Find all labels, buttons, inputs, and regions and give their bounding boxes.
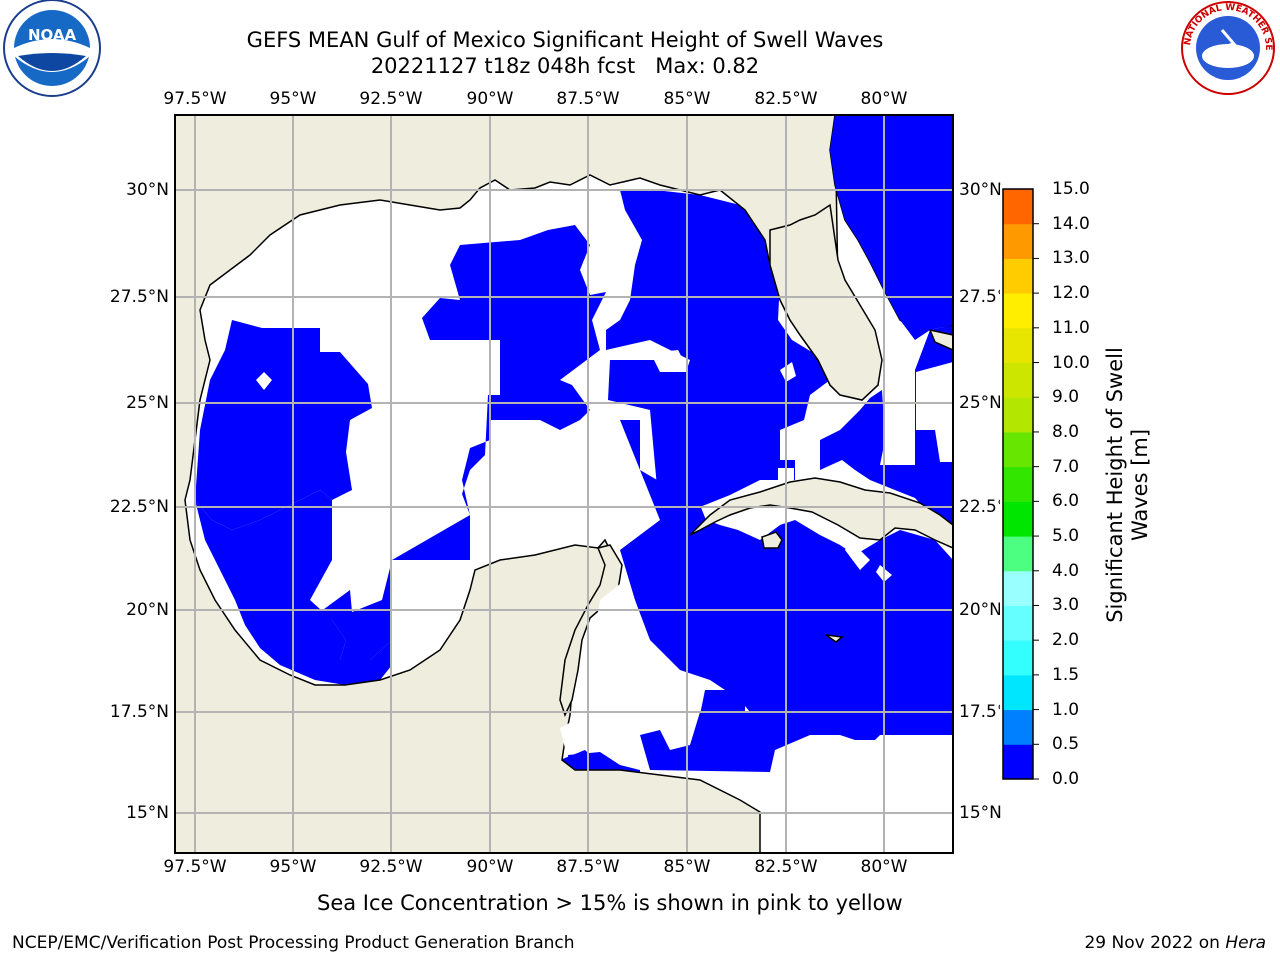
colorbar-segment [1003,397,1033,433]
colorbar-tick-label: 3.0 [1052,595,1080,616]
colorbar-segment [1003,570,1033,606]
lon-label-bottom: 90°W [466,857,514,877]
chart-subtitle: 20221127 t18z 048h fcst Max: 0.82 [370,54,760,78]
footer-date: 29 Nov 2022 on Hera [1084,933,1266,953]
lat-label-left: 30°N [126,180,169,200]
lon-label-top: 80°W [860,89,908,109]
lat-label-left: 20°N [126,600,169,620]
lon-label-bottom: 95°W [269,857,317,877]
colorbar-segment [1003,223,1033,259]
colorbar-segment [1003,466,1033,502]
colorbar-segment [1003,709,1033,745]
lon-label-bottom: 80°W [860,857,908,877]
lat-label-left: 25°N [126,393,169,413]
colorbar-tick-label: 11.0 [1052,317,1090,338]
colorbar-tick-label: 1.0 [1052,699,1080,720]
colorbar-tick-label: 5.0 [1052,526,1080,547]
footer-host: Hera [1225,933,1266,953]
nws-logo: NATIONAL WEATHER SERVICE [1178,0,1275,95]
colorbar-tick-label: 7.0 [1052,456,1080,477]
colorbar-tick-label: 0.0 [1052,769,1080,789]
colorbar-tick-label: 4.0 [1052,560,1080,581]
colorbar [1000,185,1040,785]
colorbar-title: Significant Height of Swell Waves [m] [1103,347,1153,623]
lon-label-top: 90°W [466,89,514,109]
lon-label-bottom: 87.5°W [556,857,620,877]
chart-title: GEFS MEAN Gulf of Mexico Significant Hei… [246,28,884,52]
lon-label-bottom: 85°W [663,857,711,877]
lon-label-top: 82.5°W [754,89,818,109]
colorbar-tick-label: 15.0 [1052,179,1090,199]
lat-label-right: 25°N [959,393,1002,413]
colorbar-tick-label: 14.0 [1052,213,1090,234]
colorbar-tick-label: 12.0 [1052,283,1090,304]
lat-label-left: 17.5°N [109,702,169,722]
colorbar-segment [1003,189,1033,225]
lon-label-bottom: 97.5°W [163,857,227,877]
colorbar-tick-label: 10.0 [1052,352,1090,373]
lon-label-top: 85°W [663,89,711,109]
lon-label-bottom: 92.5°W [359,857,423,877]
colorbar-tick-label: 2.0 [1052,630,1080,651]
lon-label-top: 87.5°W [556,89,620,109]
graticule [175,115,953,853]
noaa-logo-text: NOAA [28,26,77,44]
colorbar-segment [1003,293,1033,329]
lat-label-right: 15°N [959,803,1002,823]
colorbar-tick-label: 6.0 [1052,491,1080,512]
lat-label-left: 27.5°N [109,287,169,307]
lon-label-top: 92.5°W [359,89,423,109]
colorbar-title-line2: Waves [m] [1128,428,1152,542]
colorbar-segment [1003,327,1033,364]
lat-label-left: 15°N [126,803,169,823]
colorbar-tick-label: 13.0 [1052,248,1090,269]
noaa-logo: NOAA [3,0,101,97]
colorbar-segment [1003,640,1033,676]
land-areas [175,115,953,853]
map-frame [174,114,954,854]
colorbar-segment [1003,536,1033,572]
lat-label-right: 20°N [959,600,1002,620]
sea-pockets [560,580,700,752]
colorbar-segment [1003,501,1033,537]
sea-ice-note: Sea Ice Concentration > 15% is shown in … [317,891,903,915]
colorbar-segment [1003,362,1033,398]
colorbar-segment [1003,431,1033,468]
colorbar-tick-label: 9.0 [1052,387,1080,408]
lon-label-top: 97.5°W [163,89,227,109]
colorbar-title-line1: Significant Height of Swell [1103,347,1127,623]
lon-label-bottom: 82.5°W [754,857,818,877]
colorbar-segment [1003,674,1033,711]
lat-label-left: 22.5°N [109,497,169,517]
colorbar-segment [1003,744,1033,780]
lat-label-right: 30°N [959,180,1002,200]
footer-date-text: 29 Nov 2022 on [1084,933,1226,953]
footer-credit: NCEP/EMC/Verification Post Processing Pr… [12,933,575,953]
colorbar-tick-label: 1.5 [1052,664,1080,685]
colorbar-segment [1003,605,1033,641]
colorbar-segment [1003,258,1033,294]
lon-label-top: 95°W [269,89,317,109]
colorbar-tick-label: 0.5 [1052,734,1080,755]
colorbar-tick-label: 8.0 [1052,421,1080,442]
